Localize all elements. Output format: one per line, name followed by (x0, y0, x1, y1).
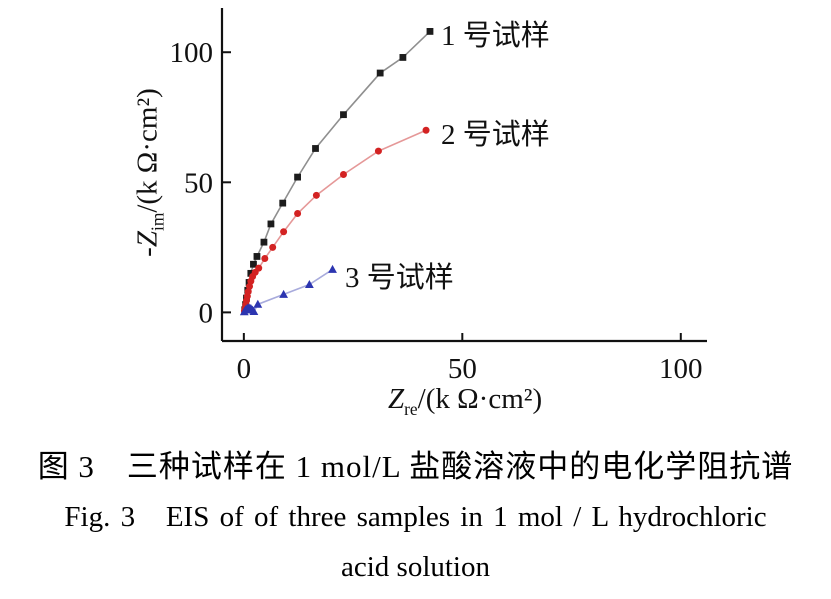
data-point-marker-sample-2 (422, 126, 430, 134)
data-point-marker-sample-1 (247, 269, 255, 277)
data-point-marker-sample-1 (376, 69, 384, 77)
data-point-marker-sample-2 (374, 147, 382, 155)
data-point-marker-sample-2 (269, 243, 277, 251)
data-point-marker-sample-3 (249, 307, 259, 316)
data-point-marker-sample-2 (280, 228, 288, 236)
caption-chinese: 图 3 三种试样在 1 mol/L 盐酸溶液中的电化学阻抗谱 (37, 449, 794, 484)
data-point-marker-sample-1 (260, 238, 268, 246)
data-point-marker-sample-1 (267, 220, 275, 228)
series-label-sample-1: 1 号试样 (441, 20, 550, 52)
x-tick-label: 0 (237, 353, 252, 385)
data-point-marker-sample-1 (250, 260, 257, 268)
y-tick-label: 0 (199, 297, 214, 329)
y-tick-label: 100 (170, 37, 214, 69)
data-point-marker-sample-2 (255, 264, 263, 272)
y-axis-label-minus: - (131, 247, 164, 257)
data-point-marker-sample-1 (253, 253, 261, 260)
data-point-marker-sample-1 (426, 28, 434, 35)
data-point-marker-sample-2 (339, 171, 347, 178)
data-point-marker-sample-1 (340, 111, 347, 119)
data-point-marker-sample-2 (294, 210, 302, 218)
x-axis-label-symbol: Z (388, 383, 405, 415)
data-point-marker-sample-1 (312, 145, 319, 152)
data-point-marker-sample-3 (253, 299, 263, 308)
x-tick-label: 50 (448, 353, 477, 385)
data-point-marker-sample-3 (328, 264, 337, 273)
x-tick-label: 100 (659, 353, 703, 385)
caption-english-line2: acid solution (340, 551, 490, 583)
data-point-marker-sample-2 (312, 191, 320, 199)
eis-chart: 0 50 100 0 50 100 (170, 8, 707, 385)
data-point-marker-sample-1 (294, 173, 301, 181)
data-point-marker-sample-3 (279, 289, 289, 298)
y-axis-label-unit: /(k Ω·cm²) (131, 88, 164, 213)
y-axis-label-symbol: Z (131, 231, 164, 248)
y-tick-label: 50 (184, 167, 213, 199)
data-point-marker-sample-3 (304, 279, 314, 288)
data-point-marker-sample-1 (279, 199, 287, 207)
y-axis-label: -Zim/(k Ω·cm²) (131, 73, 168, 273)
data-point-marker-sample-1 (399, 54, 407, 61)
x-axis-label-unit: /(k Ω·cm²) (417, 383, 543, 415)
x-axis-label-subscript: re (404, 398, 418, 419)
series-label-sample-3: 3 号试样 (345, 262, 454, 294)
y-axis-label-subscript: im (147, 212, 168, 232)
x-axis-label: Zre/(k Ω·cm²) (388, 383, 543, 419)
series-label-sample-2: 2 号试样 (441, 119, 550, 151)
data-point-marker-sample-2 (261, 255, 269, 263)
caption-english-line1: Fig. 3 EIS of of three samples in 1 mol … (64, 501, 767, 533)
